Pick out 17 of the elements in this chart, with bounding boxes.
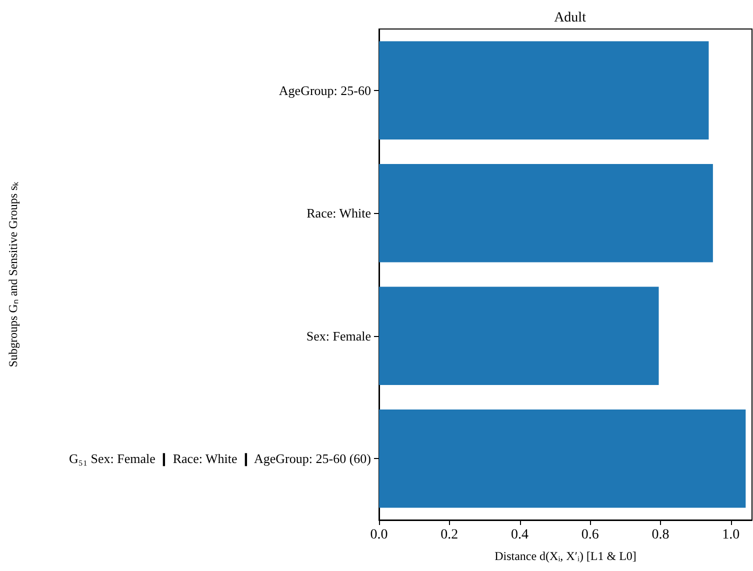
bar (379, 164, 713, 262)
x-tick-label: 0.4 (511, 528, 529, 542)
y-tick-label: AgeGroup: 25-60 (278, 82, 371, 98)
x-tick-label: 0.0 (370, 528, 388, 542)
x-axis-title: Distance d(Xᵢ, X′ᵢ) [L1 & L0] (494, 549, 636, 563)
bar (379, 41, 709, 140)
x-tick-label: 0.2 (440, 528, 458, 542)
bar (379, 410, 746, 508)
y-tick-label: Race: White (306, 206, 372, 221)
x-tick-label: 1.0 (722, 528, 740, 542)
y-tick-label: G₅₁ Sex: Female ❙ Race: White ❙ AgeGroup: 25-60 (60) (69, 451, 371, 468)
bar (379, 286, 659, 385)
x-tick-label: 0.8 (652, 528, 670, 542)
y-tick-label: Sex: Female (306, 328, 372, 344)
chart-title: Adult (554, 10, 586, 26)
y-axis-title: Subgroups Gₙ and Sensitive Groups sₖ (6, 180, 20, 368)
x-tick-label: 0.6 (581, 528, 599, 542)
